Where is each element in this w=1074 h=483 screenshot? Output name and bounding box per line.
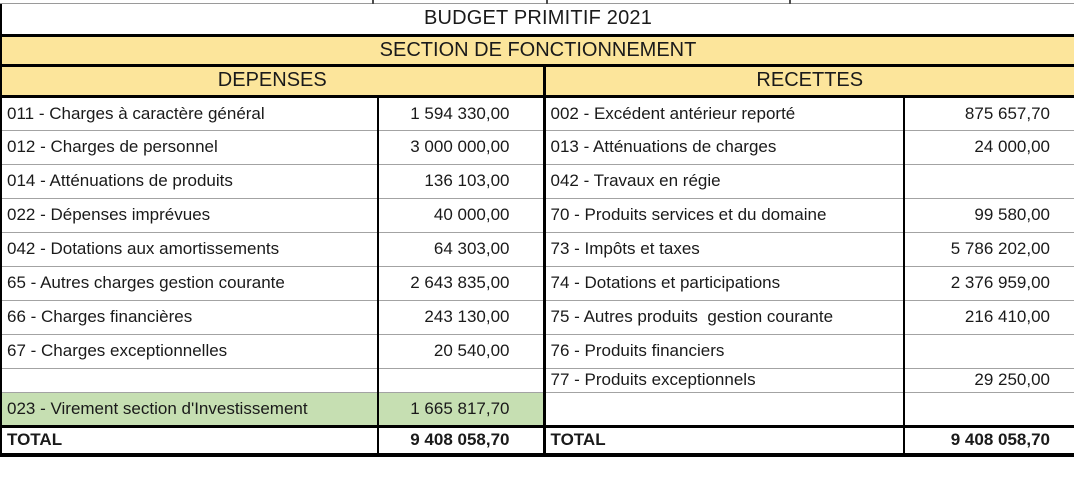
depenses-row-label: 66 - Charges financières: [0, 300, 379, 335]
budget-primitif-table: BUDGET PRIMITIF 2021 SECTION DE FONCTION…: [0, 4, 1074, 457]
depenses-total-value: 9 408 058,70: [378, 424, 546, 457]
depenses-row-value: 2 643 835,00: [378, 266, 546, 301]
title-row: BUDGET PRIMITIF 2021: [0, 4, 1074, 37]
recettes-row-label: 70 - Produits services et du domaine: [544, 198, 905, 233]
table-total-section: TOTAL 9 408 058,70 TOTAL 9 408 058,70: [0, 424, 1074, 457]
depenses-row-label: 014 - Atténuations de produits: [0, 164, 379, 199]
recettes-row-label: 013 - Atténuations de charges: [544, 130, 905, 165]
depenses-row-label: 022 - Dépenses imprévues: [0, 198, 379, 233]
table-row: 023 - Virement section d'Investissement …: [0, 392, 1074, 427]
depenses-row-label: 65 - Autres charges gestion courante: [0, 266, 379, 301]
recettes-row-value: 216 410,00: [904, 300, 1074, 335]
depenses-row-label: 023 - Virement section d'Investissement: [0, 392, 379, 427]
table-row: 014 - Atténuations de produits 136 103,0…: [0, 164, 1074, 199]
recettes-row-value: [904, 164, 1074, 199]
table-body: 011 - Charges à caractère général 1 594 …: [0, 96, 1074, 427]
depenses-row-value: [378, 368, 546, 393]
spreadsheet-edge-remnant: [0, 0, 1074, 4]
table-row: 65 - Autres charges gestion courante 2 6…: [0, 266, 1074, 301]
depenses-row-value: 1 594 330,00: [378, 96, 546, 131]
recettes-row-label: [544, 392, 905, 427]
recettes-total-label: TOTAL: [544, 424, 905, 457]
depenses-row-value: 1 665 817,70: [378, 392, 546, 427]
depenses-row-label: 012 - Charges de personnel: [0, 130, 379, 165]
recettes-row-label: 77 - Produits exceptionnels: [544, 368, 905, 393]
depenses-header: DEPENSES: [0, 65, 546, 98]
recettes-row-label: 042 - Travaux en régie: [544, 164, 905, 199]
recettes-total-value: 9 408 058,70: [904, 424, 1074, 457]
depenses-row-label: [0, 368, 379, 393]
grid-tick: [546, 0, 548, 4]
table-head-section: BUDGET PRIMITIF 2021 SECTION DE FONCTION…: [0, 4, 1074, 98]
table-row: 67 - Charges exceptionnelles 20 540,00 7…: [0, 334, 1074, 369]
depenses-row-value: 243 130,00: [378, 300, 546, 335]
recettes-header: RECETTES: [544, 65, 1074, 98]
page-title: BUDGET PRIMITIF 2021: [0, 4, 1074, 37]
recettes-row-value: 24 000,00: [904, 130, 1074, 165]
section-title: SECTION DE FONCTIONNEMENT: [0, 35, 1074, 67]
recettes-row-label: 002 - Excédent antérieur reporté: [544, 96, 905, 131]
table-row: 012 - Charges de personnel 3 000 000,00 …: [0, 130, 1074, 165]
total-row: TOTAL 9 408 058,70 TOTAL 9 408 058,70: [0, 424, 1074, 457]
grid-tick: [372, 0, 374, 4]
table-row: 77 - Produits exceptionnels 29 250,00: [0, 368, 1074, 393]
section-header-row: SECTION DE FONCTIONNEMENT: [0, 35, 1074, 67]
depenses-row-value: 3 000 000,00: [378, 130, 546, 165]
grid-tick: [789, 0, 791, 4]
recettes-row-label: 75 - Autres produits gestion courante: [544, 300, 905, 335]
column-header-row: DEPENSES RECETTES: [0, 65, 1074, 98]
depenses-row-value: 64 303,00: [378, 232, 546, 267]
recettes-row-value: 2 376 959,00: [904, 266, 1074, 301]
recettes-row-label: 73 - Impôts et taxes: [544, 232, 905, 267]
table-row: 022 - Dépenses imprévues 40 000,00 70 - …: [0, 198, 1074, 233]
table-row: 66 - Charges financières 243 130,00 75 -…: [0, 300, 1074, 335]
recettes-row-value: [904, 334, 1074, 369]
depenses-row-label: 011 - Charges à caractère général: [0, 96, 379, 131]
recettes-row-label: 74 - Dotations et participations: [544, 266, 905, 301]
recettes-row-value: 5 786 202,00: [904, 232, 1074, 267]
depenses-row-label: 67 - Charges exceptionnelles: [0, 334, 379, 369]
recettes-row-value: [904, 392, 1074, 427]
recettes-row-value: 99 580,00: [904, 198, 1074, 233]
table-row: 011 - Charges à caractère général 1 594 …: [0, 96, 1074, 131]
recettes-row-value: 875 657,70: [904, 96, 1074, 131]
recettes-row-value: 29 250,00: [904, 368, 1074, 393]
depenses-row-value: 136 103,00: [378, 164, 546, 199]
depenses-total-label: TOTAL: [0, 424, 379, 457]
depenses-row-value: 40 000,00: [378, 198, 546, 233]
depenses-row-label: 042 - Dotations aux amortissements: [0, 232, 379, 267]
recettes-row-label: 76 - Produits financiers: [544, 334, 905, 369]
table-row: 042 - Dotations aux amortissements 64 30…: [0, 232, 1074, 267]
depenses-row-value: 20 540,00: [378, 334, 546, 369]
